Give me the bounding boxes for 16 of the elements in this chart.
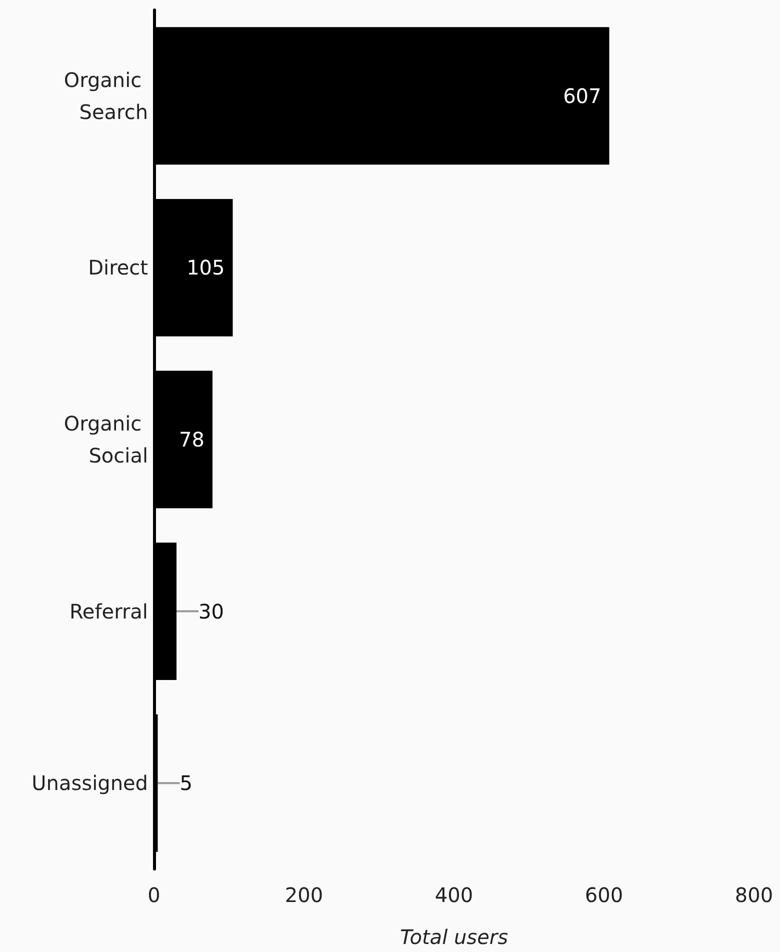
y-tick-label: Direct	[88, 256, 148, 280]
data-label: 30	[198, 599, 224, 624]
x-tick-label: 800	[734, 883, 774, 907]
x-tick-label: 600	[584, 883, 624, 907]
y-tick-label: Organic Social	[64, 412, 148, 468]
data-label: 5	[180, 771, 192, 796]
data-label: 105	[186, 256, 225, 280]
y-tick-label: Unassigned	[32, 771, 148, 796]
y-tick-label: Referral	[69, 599, 148, 624]
x-tick-label: 0	[148, 883, 160, 907]
data-label: 78	[179, 428, 204, 452]
x-tick-label: 400	[434, 883, 474, 907]
data-label: 607	[563, 84, 602, 108]
x-tick-label: 200	[284, 883, 324, 907]
y-tick-label: Organic Search	[64, 68, 148, 124]
x-axis-title: Total users	[400, 925, 508, 949]
